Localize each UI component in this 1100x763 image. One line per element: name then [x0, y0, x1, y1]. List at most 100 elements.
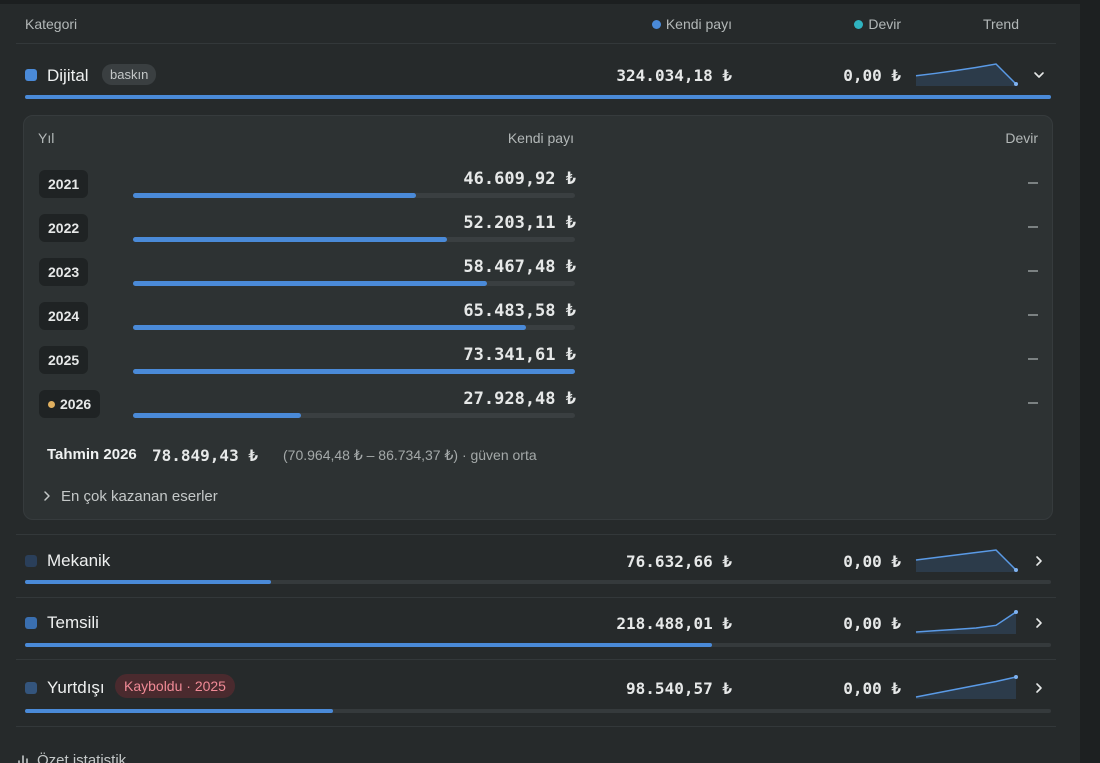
year-badge: 2023 — [39, 258, 89, 286]
year-row: 2026 27.928,48 ₺ — [24, 380, 1054, 424]
chevron-right-icon — [44, 491, 50, 501]
year-badge: 2026 — [39, 390, 101, 418]
own-share-value: 324.034,18 ₺ — [616, 66, 732, 85]
category-name: Temsili — [47, 613, 99, 632]
devir-empty-dash — [1028, 226, 1038, 228]
year-bar-fill — [133, 325, 527, 330]
forecast-value: 78.849,43 ₺ — [152, 446, 258, 465]
category-name: Yurtdışı — [47, 678, 105, 697]
category-name: Dijital — [47, 66, 89, 85]
scrollbar-track[interactable] — [1080, 0, 1100, 763]
share-bar-fill — [25, 580, 272, 584]
sparkline-end-dot — [1014, 675, 1018, 679]
year-bar — [133, 237, 575, 242]
share-bar-fill — [25, 709, 333, 713]
chevron-right-icon[interactable] — [1031, 680, 1047, 696]
trend-sparkline — [915, 675, 1018, 699]
sparkline-line — [915, 549, 1017, 571]
chevron-right-icon[interactable] — [1031, 615, 1047, 631]
header-devir-label: Devir — [868, 16, 901, 32]
detail-header-year: Yıl — [38, 130, 55, 146]
sparkline-end-dot — [1014, 568, 1018, 572]
year-bar — [133, 325, 575, 330]
trend-sparkline — [915, 63, 1018, 86]
summary-stats-toggle[interactable]: Özet istatistik — [17, 752, 126, 763]
year-bar-fill — [133, 281, 487, 286]
year-value: 27.928,48 ₺ — [463, 389, 576, 409]
header-devir[interactable]: Devir — [854, 16, 901, 32]
own-share-value: 76.632,66 ₺ — [626, 552, 732, 571]
sparkline-area — [916, 550, 1016, 572]
top-works-label: En çok kazanan eserler — [61, 488, 218, 505]
sparkline-area — [916, 612, 1016, 634]
own-share-value: 98.540,57 ₺ — [626, 679, 732, 698]
year-bar — [133, 369, 575, 374]
forecast-label: Tahmin 2026 — [47, 446, 137, 463]
header-kategori[interactable]: Kategori — [25, 16, 78, 32]
bar-chart-icon — [18, 755, 28, 763]
row-divider — [16, 726, 1056, 727]
row-divider — [16, 597, 1056, 598]
devir-value: 0,00 ₺ — [843, 552, 901, 571]
category-row-dijital[interactable]: Dijital baskın 324.034,18 ₺ 0,00 ₺ — [0, 44, 1080, 116]
share-bar-fill — [25, 95, 1051, 99]
category-row-temsili[interactable]: Temsili 218.488,01 ₺ 0,00 ₺ — [0, 598, 1080, 660]
year-bar-fill — [133, 237, 447, 242]
category-color-swatch — [25, 69, 37, 81]
own-share-value: 218.488,01 ₺ — [616, 614, 732, 633]
sparkline-line — [915, 611, 1017, 633]
devir-empty-dash — [1028, 314, 1038, 316]
forecast-range: (70.964,48 ₺ – 86.734,37 ₺) · güven orta — [283, 447, 537, 463]
top-strip — [0, 0, 1080, 4]
category-color-swatch — [25, 682, 37, 694]
trend-sparkline — [915, 549, 1018, 572]
year-label: 2023 — [48, 264, 80, 280]
category-color-swatch — [25, 617, 37, 629]
dominant-badge: baskın — [102, 64, 157, 85]
category-detail-panel: Yıl Kendi payı Devir 2021 46.609,92 ₺ 20… — [23, 115, 1053, 520]
category-row-mekanik[interactable]: Mekanik 76.632,66 ₺ 0,00 ₺ — [0, 535, 1080, 597]
header-kendi-payi-label: Kendi payı — [665, 16, 732, 32]
share-bar — [25, 709, 1051, 713]
share-bar-fill — [25, 643, 713, 647]
year-bar — [133, 193, 575, 198]
header-trend: Trend — [982, 16, 1019, 32]
devir-legend-dot — [854, 20, 864, 29]
sparkline-line — [915, 63, 1017, 85]
category-name: Mekanik — [47, 551, 111, 570]
sparkline-end-dot — [1014, 610, 1018, 614]
chevron-down-icon[interactable] — [1031, 67, 1047, 83]
year-row: 2021 46.609,92 ₺ — [24, 160, 1054, 204]
sparkline-line — [915, 676, 1017, 698]
year-value: 73.341,61 ₺ — [463, 345, 576, 365]
kendi-payi-legend-dot — [651, 20, 661, 29]
trend-sparkline — [915, 610, 1018, 634]
year-row: 2024 65.483,58 ₺ — [24, 292, 1054, 336]
year-label: 2024 — [48, 308, 80, 324]
year-label: 2021 — [48, 176, 80, 192]
current-year-dot — [48, 401, 55, 408]
year-label: 2026 — [60, 396, 92, 412]
year-bar — [133, 281, 575, 286]
year-value: 52.203,11 ₺ — [463, 213, 576, 233]
year-value: 58.467,48 ₺ — [463, 257, 576, 277]
share-bar — [25, 580, 1051, 584]
devir-value: 0,00 ₺ — [843, 614, 901, 633]
year-bar — [133, 413, 575, 418]
top-works-toggle[interactable]: En çok kazanan eserler — [41, 488, 218, 505]
category-row-yurtdisi[interactable]: Yurtdışı Kayboldu · 2025 98.540,57 ₺ 0,0… — [0, 660, 1080, 726]
row-divider — [16, 659, 1056, 660]
year-badge: 2024 — [39, 302, 89, 330]
detail-header-devir: Devir — [1005, 130, 1038, 146]
year-value: 46.609,92 ₺ — [463, 169, 576, 189]
summary-label: Özet istatistik — [37, 752, 127, 763]
year-label: 2025 — [48, 352, 80, 368]
devir-value: 0,00 ₺ — [843, 66, 901, 85]
year-label: 2022 — [48, 220, 80, 236]
year-value: 65.483,58 ₺ — [463, 301, 576, 321]
header-kendi-payi[interactable]: Kendi payı — [651, 16, 732, 32]
table-header: Kategori Kendi payı Devir Trend — [0, 0, 1080, 44]
category-color-swatch — [25, 555, 37, 567]
chevron-right-icon[interactable] — [1031, 553, 1047, 569]
year-badge: 2025 — [39, 346, 89, 374]
